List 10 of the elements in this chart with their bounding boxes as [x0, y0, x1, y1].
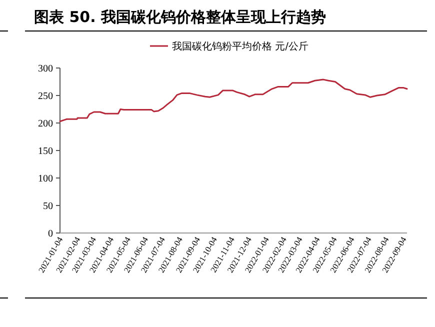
y-tick-label: 50	[43, 201, 53, 212]
y-tick-label: 150	[38, 146, 53, 157]
y-tick-label: 250	[38, 91, 53, 102]
legend-label: 我国碳化钨粉平均价格 元/公斤	[172, 40, 309, 52]
chart-title: 图表 50. 我国碳化钨价格整体呈现上行趋势	[34, 8, 326, 26]
line-series	[59, 78, 408, 122]
y-tick-label: 200	[38, 118, 53, 130]
y-tick-label: 100	[38, 174, 53, 184]
y-tick-label: 300	[38, 64, 53, 74]
y-tick-label: 0	[48, 228, 53, 240]
